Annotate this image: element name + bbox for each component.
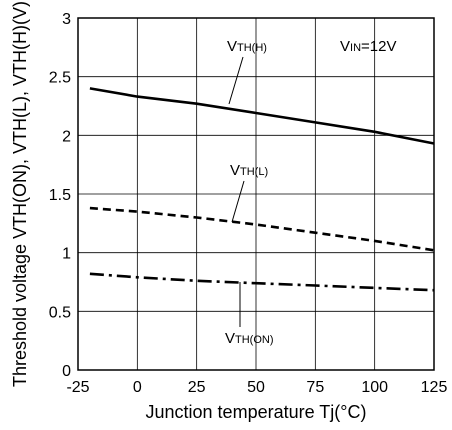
y-tick-label: 0.5 [49, 304, 71, 321]
y-tick-label: 1 [62, 246, 71, 263]
x-tick-label: 50 [247, 379, 265, 396]
series-layer [89, 87, 435, 292]
y-tick-label: 3 [62, 11, 71, 28]
x-tick-label: 125 [421, 379, 448, 396]
x-tick-label: 0 [133, 379, 142, 396]
y-tick-label: 2 [62, 128, 71, 145]
series-label-vthh: VTH(H) [227, 38, 267, 55]
x-tick-label: 100 [361, 379, 388, 396]
series-label-vthon: VTH(ON) [225, 330, 274, 347]
y-tick-label: 0 [62, 363, 71, 380]
x-tick-label: 25 [188, 379, 206, 396]
y-tick-label: 2.5 [49, 70, 71, 87]
annotations: VIN=12V VTH(H) VTH(L) VTH(ON) [225, 38, 396, 347]
plot-frame [77, 17, 435, 371]
y-tick-labels: 0 0.5 1 1.5 2 2.5 3 [49, 11, 71, 380]
x-tick-label: -25 [66, 379, 89, 396]
series-label-vthl: VTH(L) [230, 162, 268, 179]
x-tick-label: 75 [306, 379, 324, 396]
series-line-vthl [89, 206, 435, 252]
grid [77, 17, 435, 371]
y-axis-label: Threshold voltage VTH(ON), VTH(L), VTH(H… [10, 1, 30, 387]
condition-label: VIN=12V [340, 38, 396, 55]
series-line-vthon [89, 272, 435, 292]
x-tick-labels: -25 0 25 50 75 100 125 [66, 379, 447, 396]
leader-line [228, 56, 244, 105]
leader-line [231, 180, 245, 223]
y-tick-label: 1.5 [49, 187, 71, 204]
x-axis-label: Junction temperature Tj(°C) [146, 402, 367, 422]
series-line-vthh [89, 87, 435, 145]
